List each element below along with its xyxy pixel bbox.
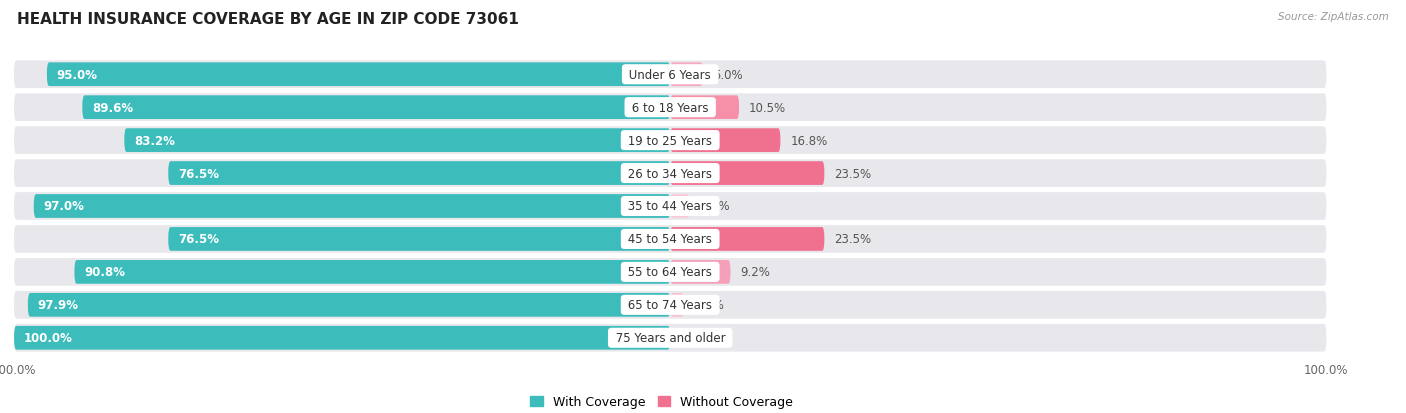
FancyBboxPatch shape [671,129,780,153]
Text: 100.0%: 100.0% [24,332,73,344]
FancyBboxPatch shape [14,326,671,350]
FancyBboxPatch shape [671,293,683,317]
Text: 76.5%: 76.5% [179,167,219,180]
Text: HEALTH INSURANCE COVERAGE BY AGE IN ZIP CODE 73061: HEALTH INSURANCE COVERAGE BY AGE IN ZIP … [17,12,519,27]
Text: 95.0%: 95.0% [56,69,97,81]
Text: 6 to 18 Years: 6 to 18 Years [628,102,713,114]
FancyBboxPatch shape [671,63,703,87]
Text: 83.2%: 83.2% [134,134,174,147]
FancyBboxPatch shape [14,291,1326,319]
Text: 19 to 25 Years: 19 to 25 Years [624,134,716,147]
Text: 3.0%: 3.0% [700,200,730,213]
FancyBboxPatch shape [14,225,1326,253]
Text: 90.8%: 90.8% [84,266,125,279]
FancyBboxPatch shape [169,228,671,251]
FancyBboxPatch shape [46,63,671,87]
FancyBboxPatch shape [14,61,1326,89]
FancyBboxPatch shape [34,195,671,218]
FancyBboxPatch shape [671,162,824,185]
FancyBboxPatch shape [14,324,1326,352]
FancyBboxPatch shape [83,96,671,120]
FancyBboxPatch shape [14,94,1326,122]
FancyBboxPatch shape [14,127,1326,154]
FancyBboxPatch shape [671,96,740,120]
Text: Under 6 Years: Under 6 Years [626,69,714,81]
Text: 26 to 34 Years: 26 to 34 Years [624,167,716,180]
FancyBboxPatch shape [75,260,671,284]
Text: 89.6%: 89.6% [93,102,134,114]
Legend: With Coverage, Without Coverage: With Coverage, Without Coverage [530,395,793,408]
FancyBboxPatch shape [28,293,671,317]
FancyBboxPatch shape [671,195,690,218]
Text: 65 to 74 Years: 65 to 74 Years [624,299,716,311]
FancyBboxPatch shape [671,228,824,251]
Text: 45 to 54 Years: 45 to 54 Years [624,233,716,246]
Text: 23.5%: 23.5% [834,233,872,246]
Text: 97.0%: 97.0% [44,200,84,213]
Text: 0.0%: 0.0% [681,332,710,344]
FancyBboxPatch shape [14,259,1326,286]
Text: Source: ZipAtlas.com: Source: ZipAtlas.com [1278,12,1389,22]
Text: 23.5%: 23.5% [834,167,872,180]
Text: 35 to 44 Years: 35 to 44 Years [624,200,716,213]
Text: 55 to 64 Years: 55 to 64 Years [624,266,716,279]
FancyBboxPatch shape [671,260,731,284]
Text: 10.5%: 10.5% [749,102,786,114]
FancyBboxPatch shape [14,160,1326,188]
Text: 16.8%: 16.8% [790,134,828,147]
Text: 9.2%: 9.2% [741,266,770,279]
FancyBboxPatch shape [169,162,671,185]
FancyBboxPatch shape [124,129,671,153]
Text: 97.9%: 97.9% [38,299,79,311]
Text: 2.1%: 2.1% [693,299,724,311]
Text: 5.0%: 5.0% [713,69,742,81]
Text: 76.5%: 76.5% [179,233,219,246]
Text: 75 Years and older: 75 Years and older [612,332,728,344]
FancyBboxPatch shape [14,193,1326,220]
